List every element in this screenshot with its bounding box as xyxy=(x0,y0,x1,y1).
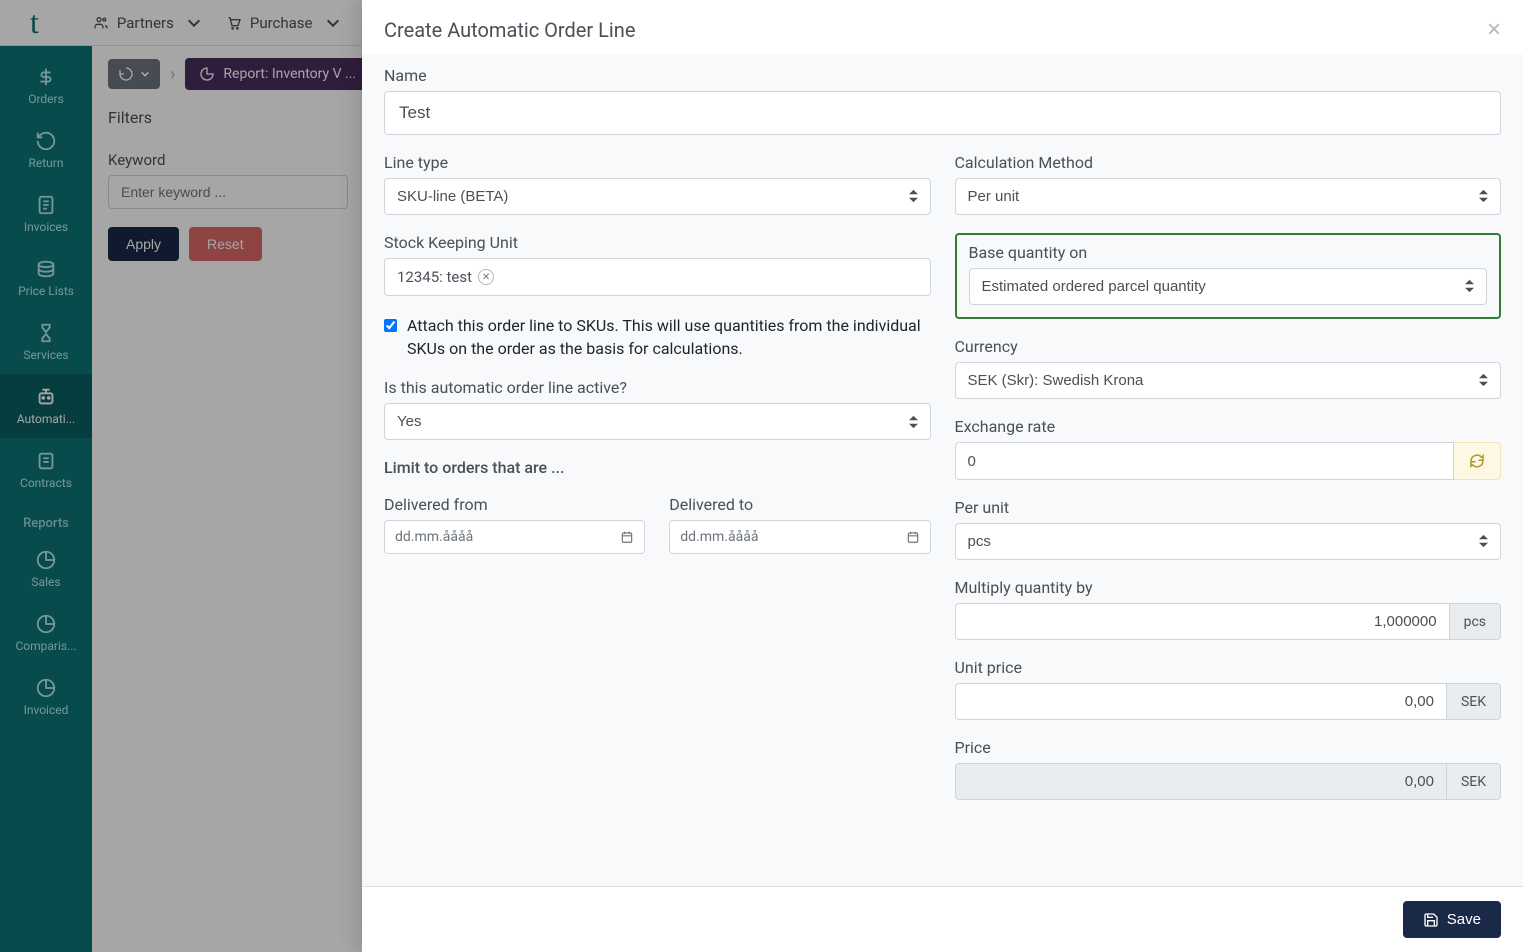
refresh-rate-button[interactable] xyxy=(1454,442,1501,480)
sku-chip-label: 12345: test xyxy=(397,268,472,286)
price-output xyxy=(955,763,1447,800)
sku-label: Stock Keeping Unit xyxy=(384,233,931,252)
currency-select[interactable]: SEK (Skr): Swedish Krona xyxy=(955,362,1502,399)
exch-rate-input[interactable] xyxy=(955,442,1455,480)
exch-rate-label: Exchange rate xyxy=(955,417,1502,436)
active-label: Is this automatic order line active? xyxy=(384,378,931,397)
price-currency: SEK xyxy=(1447,763,1501,800)
per-unit-select[interactable]: pcs xyxy=(955,523,1502,560)
sku-remove-icon[interactable]: ✕ xyxy=(478,269,494,285)
date-placeholder: dd.mm.åååå xyxy=(680,529,758,545)
limit-label: Limit to orders that are ... xyxy=(384,458,931,477)
delivered-from-label: Delivered from xyxy=(384,495,645,514)
save-button-label: Save xyxy=(1447,911,1481,928)
refresh-icon xyxy=(1468,452,1486,470)
name-label: Name xyxy=(384,66,1501,85)
unit-price-label: Unit price xyxy=(955,658,1502,677)
calc-method-select[interactable]: Per unit xyxy=(955,178,1502,215)
calendar-icon xyxy=(620,530,634,544)
multiply-input[interactable] xyxy=(955,603,1450,640)
modal-title: Create Automatic Order Line xyxy=(384,18,635,42)
modal-header: Create Automatic Order Line × xyxy=(362,0,1523,54)
line-type-select[interactable]: SKU-line (BETA) xyxy=(384,178,931,215)
currency-label: Currency xyxy=(955,337,1502,356)
delivered-to-input[interactable]: dd.mm.åååå xyxy=(669,520,930,554)
base-qty-select[interactable]: Estimated ordered parcel quantity xyxy=(969,268,1488,305)
attach-checkbox[interactable] xyxy=(384,318,397,333)
attach-label: Attach this order line to SKUs. This wil… xyxy=(407,314,931,360)
modal-create-order-line: Create Automatic Order Line × Name Line … xyxy=(362,0,1523,952)
active-select[interactable]: Yes xyxy=(384,403,931,440)
delivered-to-label: Delivered to xyxy=(669,495,930,514)
multiply-unit: pcs xyxy=(1450,603,1501,640)
multiply-label: Multiply quantity by xyxy=(955,578,1502,597)
base-quantity-group: Base quantity on Estimated ordered parce… xyxy=(955,233,1502,319)
unit-price-currency: SEK xyxy=(1447,683,1501,720)
modal-footer: Save xyxy=(362,886,1523,952)
price-label: Price xyxy=(955,738,1502,757)
line-type-label: Line type xyxy=(384,153,931,172)
sku-chip: 12345: test ✕ xyxy=(397,268,494,286)
calc-method-label: Calculation Method xyxy=(955,153,1502,172)
calendar-icon xyxy=(906,530,920,544)
date-placeholder: dd.mm.åååå xyxy=(395,529,473,545)
close-icon[interactable]: × xyxy=(1487,18,1501,42)
save-icon xyxy=(1423,912,1439,928)
name-input[interactable] xyxy=(384,91,1501,135)
save-button[interactable]: Save xyxy=(1403,901,1501,938)
unit-price-input[interactable] xyxy=(955,683,1447,720)
delivered-from-input[interactable]: dd.mm.åååå xyxy=(384,520,645,554)
base-qty-label: Base quantity on xyxy=(969,243,1488,262)
per-unit-label: Per unit xyxy=(955,498,1502,517)
modal-body: Name Line type SKU-line (BETA) Stock Kee… xyxy=(362,54,1523,886)
sku-input[interactable]: 12345: test ✕ xyxy=(384,258,931,296)
